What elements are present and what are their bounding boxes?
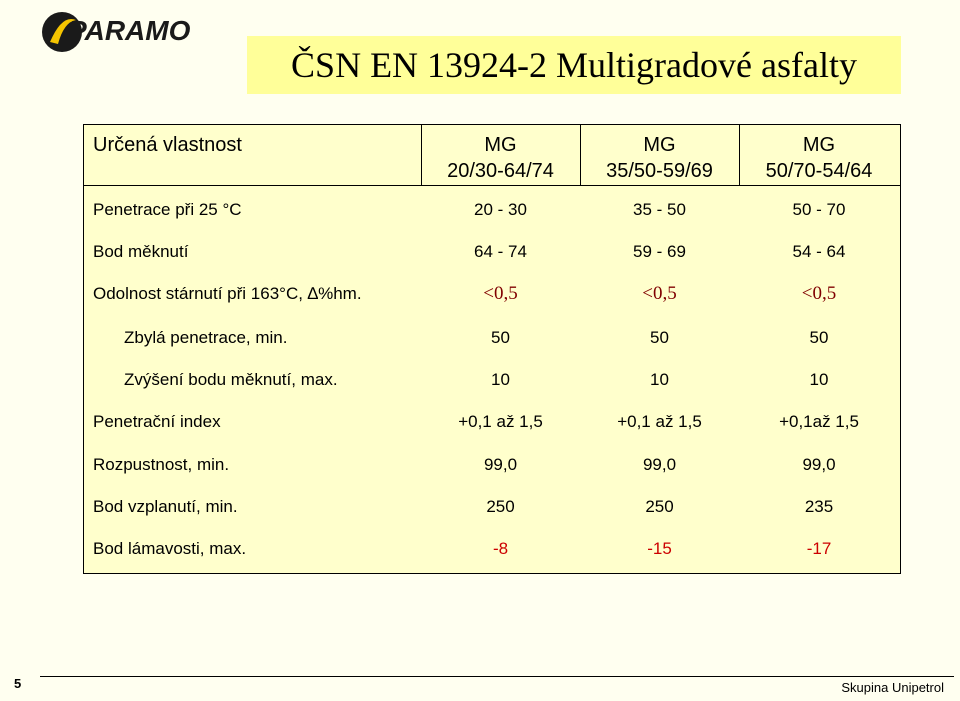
header-divider [580,125,581,185]
page-title: ČSN EN 13924-2 Multigradové asfalty [291,45,857,85]
footer-company: Skupina Unipetrol [841,680,944,695]
footer-divider [40,676,954,677]
header-separator [84,185,900,186]
header-col3-line2: 50/70-54/64 [765,160,873,182]
row-label: Zvýšení bodu měknutí, max. [124,370,338,389]
header-divider [421,125,422,185]
row-label: Odolnost stárnutí při 163°C, ∆%hm. [93,284,362,303]
row-value: 250 [486,497,515,516]
row-label: Penetrační index [93,412,221,431]
header-divider [739,125,740,185]
row-label: Zbylá penetrace, min. [124,328,288,347]
row-value: -8 [492,539,509,558]
row-label: Rozpustnost, min. [93,455,230,474]
row-value: +0,1až 1,5 [779,412,859,431]
row-value: 50 [491,328,510,347]
header-col2-line1: MG [643,134,676,156]
paramo-logo: PARAMO [42,12,191,52]
row-value: 10 [650,370,669,389]
row-value: -17 [806,539,832,558]
row-value: 50 [650,328,669,347]
row-value: <0,5 [642,283,677,304]
row-value: 99,0 [483,455,518,474]
logo-text: PARAMO [68,15,191,46]
row-value: 20 - 30 [474,200,527,219]
row-label: Bod lámavosti, max. [93,539,247,558]
row-value: 10 [491,370,510,389]
row-value: -15 [647,539,672,558]
row-value: +0,1 až 1,5 [617,412,702,431]
properties-table: Určená vlastnost MG 20/30-64/74 MG 35/50… [83,124,901,574]
row-value: 64 - 74 [474,242,527,261]
header-col1-line2: 20/30-64/74 [447,160,554,182]
row-value: 235 [804,497,834,516]
row-value: +0,1 až 1,5 [458,412,543,431]
page-number: 5 [14,676,22,691]
row-value: 35 - 50 [633,200,686,219]
row-label: Penetrace při 25 °C [93,200,242,219]
header-col3-line1: MG [802,134,836,156]
row-value: 54 - 64 [792,242,846,261]
title-bar: ČSN EN 13924-2 Multigradové asfalty [247,36,901,94]
row-value: 99,0 [642,455,677,474]
header-col1-line1: MG [484,134,517,156]
header-property: Určená vlastnost [93,134,242,156]
row-value: 250 [645,497,674,516]
row-value: 50 - 70 [792,200,846,219]
row-value: 10 [809,370,829,389]
row-value: 50 [809,328,829,347]
row-value: <0,5 [801,283,837,304]
row-value: 99,0 [802,455,836,474]
row-label: Bod vzplanutí, min. [93,497,238,516]
row-value: <0,5 [483,283,518,304]
row-value: 59 - 69 [633,242,686,261]
header-col2-line2: 35/50-59/69 [606,160,713,182]
row-label: Bod měknutí [93,242,189,261]
